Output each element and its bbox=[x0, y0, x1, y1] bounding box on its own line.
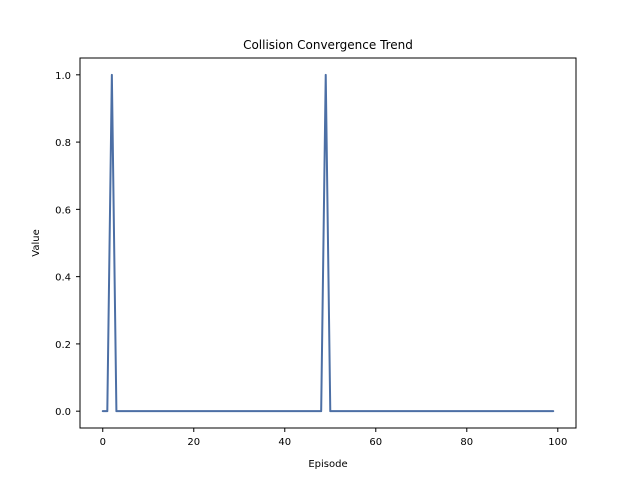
y-tick-label: 0.0 bbox=[55, 407, 71, 418]
y-tick-label: 0.8 bbox=[55, 138, 71, 149]
x-tick-label: 80 bbox=[460, 437, 473, 448]
y-tick-label: 0.4 bbox=[55, 273, 71, 284]
y-tick-label: 0.6 bbox=[55, 205, 71, 216]
x-tick-label: 40 bbox=[278, 437, 291, 448]
x-tick-label: 20 bbox=[187, 437, 200, 448]
y-tick-label: 1.0 bbox=[55, 71, 71, 82]
x-tick-label: 0 bbox=[100, 437, 106, 448]
chart-title: Collision Convergence Trend bbox=[243, 38, 413, 52]
series-line bbox=[101, 73, 555, 413]
x-tick-label: 60 bbox=[369, 437, 382, 448]
x-axis-label: Episode bbox=[308, 459, 347, 470]
y-axis-label: Value bbox=[31, 229, 42, 256]
plot-frame bbox=[79, 57, 577, 429]
y-tick-label: 0.2 bbox=[55, 340, 71, 351]
x-tick-label: 100 bbox=[548, 437, 567, 448]
